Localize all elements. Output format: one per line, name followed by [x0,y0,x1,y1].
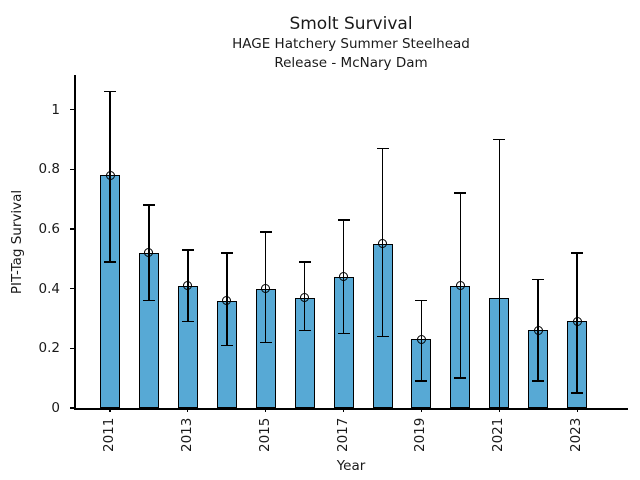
x-tick-2017 [342,408,345,412]
x-tick-2011 [109,408,111,412]
marker-2022 [533,325,543,335]
plot-area: 0 0.2 0.4 0.6 0.8 1 2011 2013 2015 2017 2019 2021 20… [39,75,628,452]
marker-2015 [261,284,271,294]
x-axis-line [74,408,628,410]
x-tick-label-2017: 2017 [334,417,351,452]
x-tick-label-2013: 2013 [178,417,195,452]
error-cap-top-2013 [181,249,194,251]
error-cap-bottom-2016 [298,329,311,332]
marker-2017 [339,272,349,282]
y-tick-label-0.6: 0.6 [38,220,60,237]
y-tick-label-0: 0 [51,400,60,416]
y-axis-line [74,75,76,410]
y-tick-0.2 [70,347,74,349]
error-cap-top-2016 [298,261,311,263]
error-cap-top-2022 [532,278,545,281]
x-tick-label-2023: 2023 [568,417,585,452]
error-cap-bottom-2020 [454,377,467,379]
x-tick-2015 [265,408,267,412]
x-tick-2021 [498,408,500,412]
error-cap-bottom-2023 [571,392,584,394]
error-cap-top-2015 [259,231,272,233]
y-tick-0 [70,407,74,409]
marker-2019 [416,334,426,344]
error-cap-bottom-2017 [337,332,350,335]
chart-title: Smolt Survival [289,14,413,34]
x-tick-label-2019: 2019 [412,417,429,452]
error-cap-bottom-2015 [259,341,272,344]
error-cap-top-2017 [337,219,350,221]
marker-2013 [183,281,193,291]
y-tick-0.8 [70,168,74,170]
error-cap-top-2011 [104,90,116,93]
marker-2011 [105,170,115,180]
marker-2023 [572,316,582,326]
error-cap-bottom-2019 [415,380,428,382]
x-axis-label: Year [336,458,366,474]
error-cap-bottom-2014 [220,344,233,347]
error-cap-top-2020 [454,192,467,194]
error-cap-top-2014 [220,252,233,254]
error-cap-bottom-2018 [376,335,389,338]
error-cap-top-2012 [142,204,155,206]
x-tick-label-2021: 2021 [490,417,507,452]
y-tick-1 [70,109,74,111]
marker-2020 [455,281,465,291]
error-cap-top-2019 [415,299,428,302]
error-bar-2021 [498,139,501,408]
error-cap-top-2021 [493,138,506,141]
x-tick-2013 [187,408,189,412]
error-cap-bottom-2011 [104,261,116,263]
error-cap-top-2018 [376,147,389,150]
y-tick-label-0.4: 0.4 [38,280,60,297]
marker-2018 [378,239,387,249]
x-tick-label-2015: 2015 [256,417,273,452]
marker-2014 [222,296,232,306]
y-tick-0.6 [70,228,74,230]
y-tick-label-1: 1 [51,101,60,118]
y-tick-label-0.2: 0.2 [38,340,60,357]
marker-2012 [144,248,154,258]
error-cap-bottom-2012 [142,299,155,302]
error-cap-bottom-2013 [181,320,194,323]
x-tick-2019 [420,408,423,412]
y-tick-label-0.8: 0.8 [38,161,60,178]
chart-subtitle-line2: Release - McNary Dam [274,54,428,71]
error-cap-top-2023 [571,252,584,254]
marker-2016 [300,293,310,303]
y-axis-label: PIT-Tag Survival [9,189,25,294]
chart-subtitle-line1: HAGE Hatchery Summer Steelhead [232,36,470,52]
chart-header: Smolt Survival HAGE Hatchery Summer Stee… [74,14,628,72]
y-tick-0.4 [70,288,74,290]
x-tick-label-2011: 2011 [101,417,117,452]
error-cap-bottom-2022 [532,380,545,382]
x-tick-2023 [576,408,578,412]
